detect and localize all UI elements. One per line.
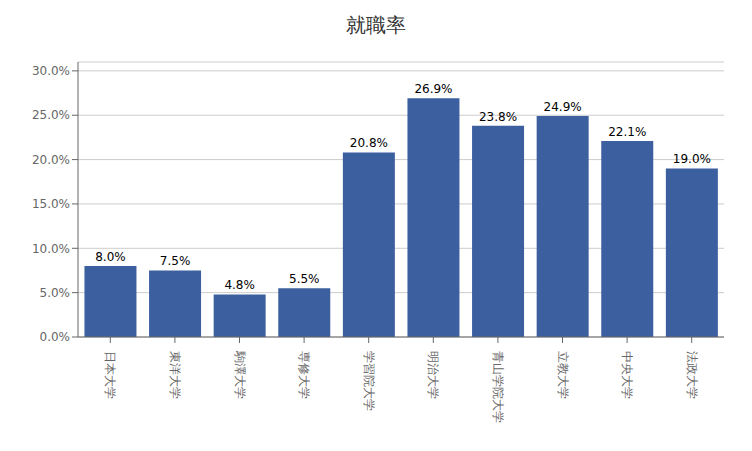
svg-text:20.0%: 20.0%: [32, 153, 70, 167]
svg-text:学習院大学: 学習院大学: [362, 351, 376, 411]
svg-text:26.9%: 26.9%: [414, 82, 452, 96]
svg-text:立教大学: 立教大学: [556, 351, 570, 399]
svg-text:19.0%: 19.0%: [673, 152, 711, 166]
svg-text:30.0%: 30.0%: [32, 64, 70, 78]
svg-text:駒澤大学: 駒澤大学: [233, 350, 247, 399]
html-text:就職率: 就職率: [346, 13, 406, 37]
svg-text:4.8%: 4.8%: [224, 278, 255, 292]
svg-text:法政大学: 法政大学: [685, 351, 699, 399]
svg-text:5.0%: 5.0%: [40, 286, 71, 300]
svg-text:明治大学: 明治大学: [426, 351, 440, 399]
svg-text:10.0%: 10.0%: [32, 242, 70, 256]
svg-text:東洋大学: 東洋大学: [168, 351, 182, 399]
svg-text:23.8%: 23.8%: [479, 110, 517, 124]
svg-text:20.8%: 20.8%: [350, 136, 388, 150]
svg-text:0.0%: 0.0%: [40, 330, 71, 344]
svg-text:5.5%: 5.5%: [289, 272, 320, 286]
svg-text:専修大学: 専修大学: [297, 351, 311, 399]
svg-text:青山学院大学: 青山学院大学: [491, 351, 505, 423]
svg-text:24.9%: 24.9%: [544, 100, 582, 114]
svg-text:25.0%: 25.0%: [32, 108, 70, 122]
svg-text:8.0%: 8.0%: [95, 250, 126, 264]
svg-text:日本大学: 日本大学: [103, 351, 117, 399]
svg-text:中央大学: 中央大学: [620, 351, 634, 399]
svg-text:22.1%: 22.1%: [608, 125, 646, 139]
svg-text:15.0%: 15.0%: [32, 197, 70, 211]
svg-text:7.5%: 7.5%: [160, 254, 191, 268]
